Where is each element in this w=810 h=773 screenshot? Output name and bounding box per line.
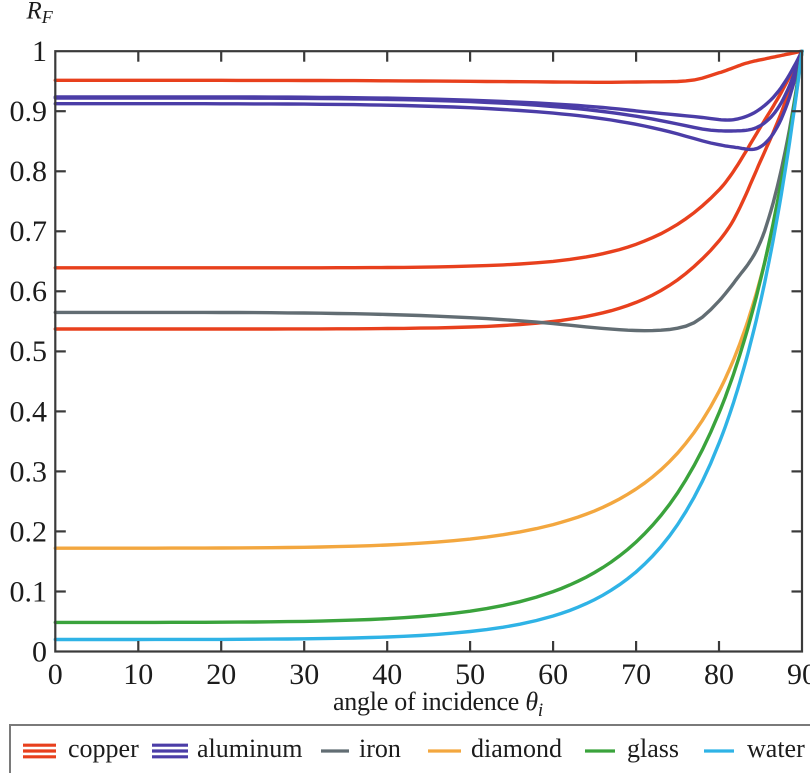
svg-text:angle of incidence θi: angle of incidence θi	[333, 687, 543, 721]
svg-text:copper: copper	[68, 734, 139, 763]
svg-text:0.8: 0.8	[10, 155, 48, 188]
svg-text:40: 40	[372, 658, 402, 691]
svg-text:0.4: 0.4	[10, 395, 48, 428]
svg-text:glass: glass	[627, 734, 679, 763]
svg-text:iron: iron	[359, 734, 401, 763]
svg-text:20: 20	[206, 658, 236, 691]
svg-text:60: 60	[538, 658, 568, 691]
svg-text:0.7: 0.7	[10, 215, 48, 248]
svg-text:0.5: 0.5	[10, 335, 48, 368]
svg-text:70: 70	[621, 658, 651, 691]
svg-text:0.6: 0.6	[10, 275, 48, 308]
svg-text:0.3: 0.3	[10, 455, 48, 488]
svg-text:50: 50	[455, 658, 485, 691]
svg-text:0: 0	[48, 658, 63, 691]
svg-text:aluminum: aluminum	[197, 734, 302, 763]
svg-text:1: 1	[32, 35, 47, 68]
svg-text:90: 90	[787, 658, 810, 691]
svg-text:0.2: 0.2	[10, 515, 48, 548]
svg-text:0.9: 0.9	[10, 95, 48, 128]
svg-text:water: water	[747, 734, 805, 763]
svg-text:10: 10	[123, 658, 153, 691]
svg-text:diamond: diamond	[471, 734, 562, 763]
svg-text:30: 30	[289, 658, 319, 691]
svg-text:80: 80	[704, 658, 734, 691]
svg-text:0: 0	[32, 635, 47, 668]
svg-text:0.1: 0.1	[10, 575, 48, 608]
